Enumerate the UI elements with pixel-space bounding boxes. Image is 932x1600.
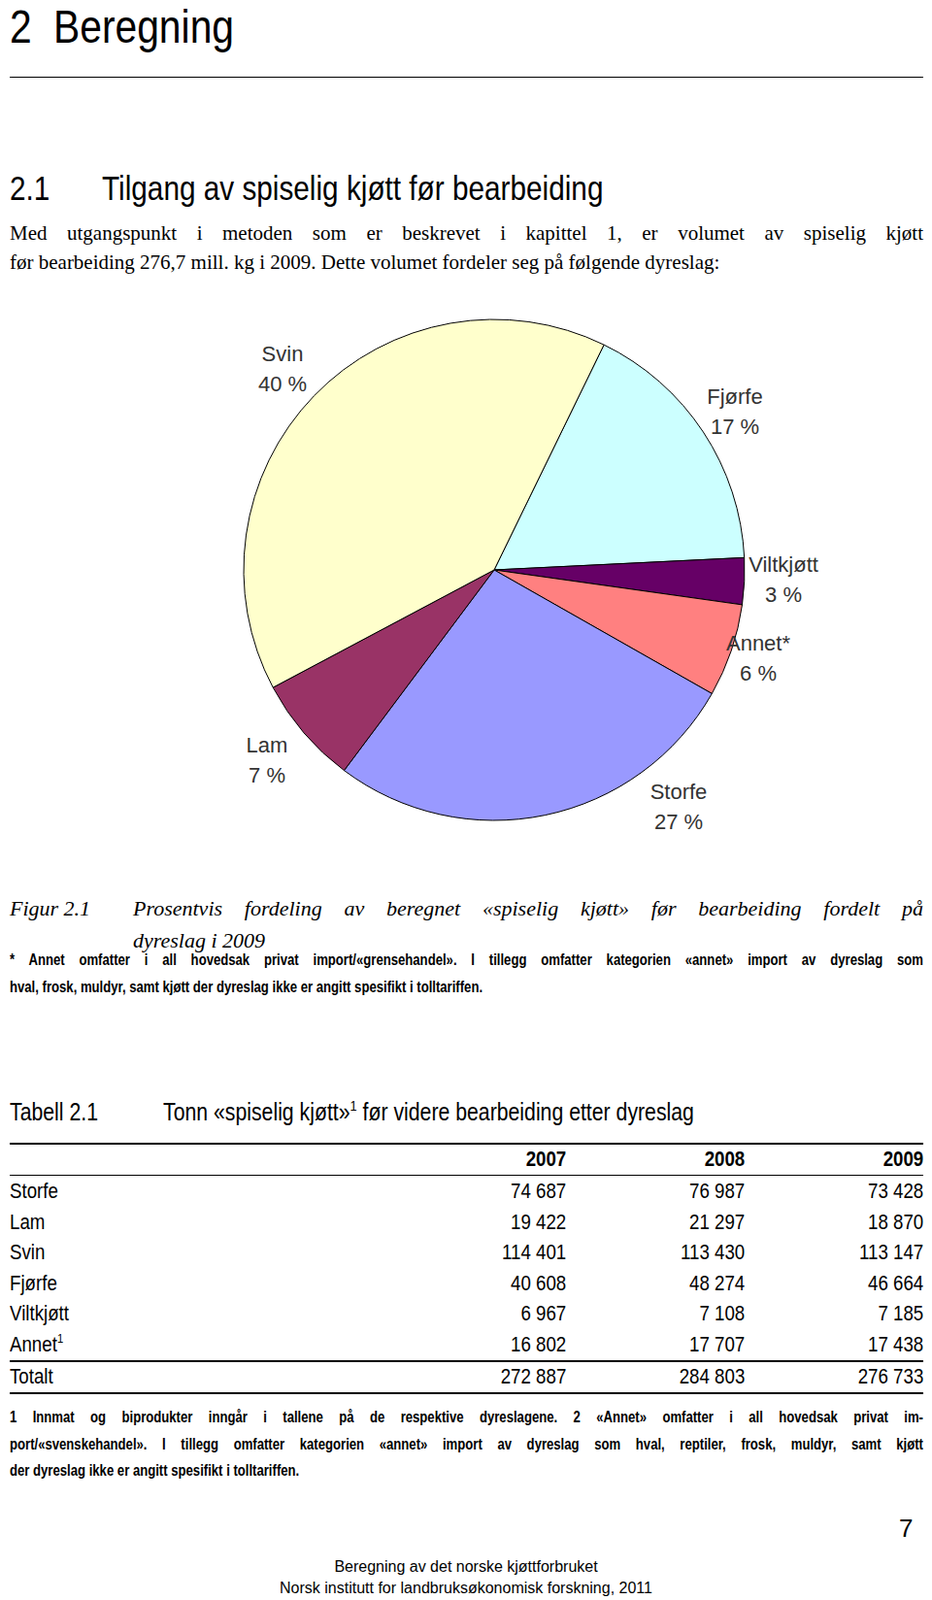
html-text:113 147: 113 147 (858, 1239, 924, 1265)
html-text:17 438: 17 438 (867, 1331, 924, 1356)
html-text:73 428: 73 428 (867, 1178, 924, 1203)
html-text:21 297: 21 297 (689, 1209, 745, 1234)
html-text:Fjørfe: Fjørfe (9, 1270, 58, 1295)
html-text:2: 2 (9, 0, 32, 53)
html-text:272 887: 272 887 (500, 1364, 566, 1389)
html-text:Tonn «spiselig kjøtt»1før vide: Tonn «spiselig kjøtt»1før videre bearbei… (163, 1096, 695, 1126)
html-text:16 802: 16 802 (510, 1331, 566, 1356)
html-text:276 733: 276 733 (857, 1364, 924, 1389)
html-text:Prosentvis fordeling av beregn: Prosentvis fordeling av beregnet «spisel… (133, 896, 924, 921)
html-text:før bearbeiding 276,7 mill. kg: før bearbeiding 276,7 mill. kg i 2009. D… (9, 250, 720, 274)
html-text:114 401: 114 401 (501, 1239, 566, 1265)
html-text:6 967: 6 967 (520, 1300, 566, 1326)
svg-text:6 %: 6 % (739, 661, 777, 686)
html-text:Beregning: Beregning (53, 0, 234, 53)
html-text:dyreslag i 2009: dyreslag i 2009 (133, 928, 266, 953)
svg-text:40 %: 40 % (258, 371, 307, 397)
html-text:2.1: 2.1 (9, 168, 50, 207)
html-text:48 274: 48 274 (689, 1270, 745, 1295)
svg-text:Svin: Svin (262, 341, 304, 367)
html-text:Svin: Svin (9, 1239, 46, 1265)
html-text:19 422: 19 422 (510, 1209, 566, 1234)
html-text:1 Innmat og biprodukter inngår: 1 Innmat og biprodukter inngår i tallene… (9, 1408, 924, 1426)
svg-text:Fjørfe: Fjørfe (706, 384, 763, 409)
html-text:40 608: 40 608 (510, 1270, 566, 1295)
html-text:* Annet omfatter i all hovedsa: * Annet omfatter i all hovedsak privat i… (9, 951, 924, 968)
svg-text:17 %: 17 % (710, 414, 760, 439)
svg-text:7 %: 7 % (248, 763, 286, 788)
html-text:7 185: 7 185 (877, 1300, 924, 1326)
html-text:7: 7 (898, 1513, 914, 1543)
svg-text:Lam: Lam (246, 732, 289, 758)
html-text:2009: 2009 (882, 1146, 924, 1171)
html-text:Beregning av det norske kjøttf: Beregning av det norske kjøttforbruket (334, 1558, 598, 1575)
html-text:Totalt: Totalt (9, 1364, 54, 1389)
html-text:17 707: 17 707 (689, 1331, 745, 1356)
html-text:113 430: 113 430 (680, 1239, 745, 1265)
html-text:7 108: 7 108 (699, 1300, 745, 1326)
svg-text:27 %: 27 % (654, 809, 703, 834)
svg-text:Storfe: Storfe (650, 779, 708, 804)
html-text:284 803: 284 803 (679, 1364, 745, 1389)
html-text:Viltkjøtt: Viltkjøtt (9, 1300, 69, 1326)
html-text:Storfe: Storfe (9, 1178, 59, 1203)
svg-text:Viltkjøtt: Viltkjøtt (748, 552, 819, 577)
svg-text:Annet*: Annet* (726, 631, 791, 656)
html-text:2007: 2007 (525, 1146, 566, 1171)
html-text:der dyreslag ikke er angitt sp: der dyreslag ikke er angitt spesifikt i … (9, 1462, 300, 1479)
html-text:46 664: 46 664 (867, 1270, 924, 1295)
svg-text:3 %: 3 % (765, 582, 802, 607)
html-text:Tilgang av spiselig kjøtt før: Tilgang av spiselig kjøtt før bearbeidin… (101, 168, 604, 207)
html-text:Figur 2.1: Figur 2.1 (9, 896, 91, 921)
html-text:port/«svenskehandel». I tilleg: port/«svenskehandel». I tillegg omfatter… (9, 1435, 924, 1452)
html-text:Annet1: Annet1 (9, 1330, 64, 1356)
html-text:2008: 2008 (704, 1146, 745, 1171)
html-text:hval, frosk, muldyr, samt kjøt: hval, frosk, muldyr, samt kjøtt der dyre… (9, 978, 483, 996)
html-text:Med utgangspunkt i metoden som: Med utgangspunkt i metoden som er beskre… (9, 221, 924, 245)
html-text:Lam: Lam (9, 1209, 46, 1234)
html-text:76 987: 76 987 (689, 1178, 745, 1203)
html-text:18 870: 18 870 (867, 1209, 924, 1234)
html-text:Norsk institutt for landbruksø: Norsk institutt for landbruksøkonomisk f… (279, 1579, 653, 1597)
html-text:74 687: 74 687 (510, 1178, 566, 1203)
html-text:Tabell 2.1: Tabell 2.1 (9, 1098, 99, 1126)
